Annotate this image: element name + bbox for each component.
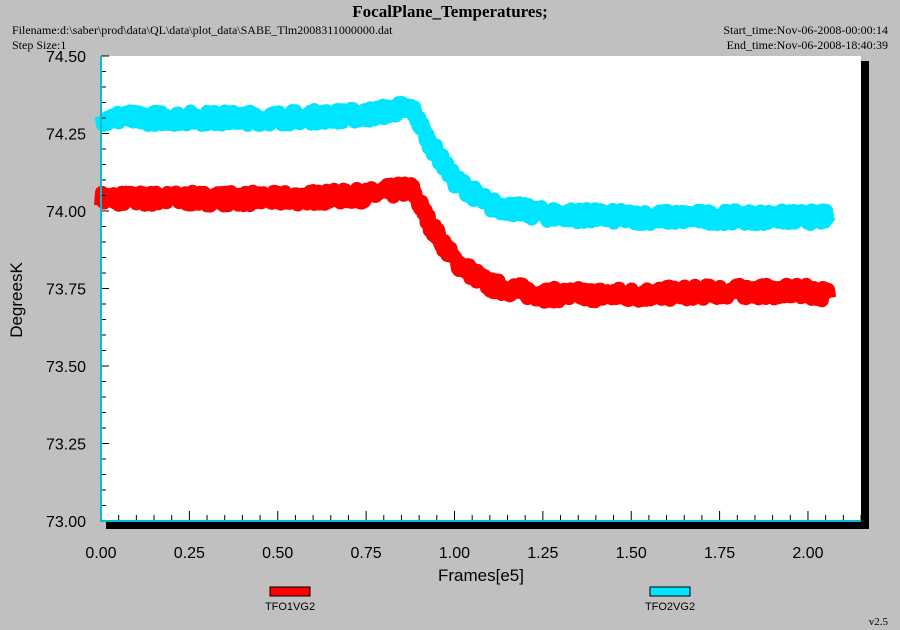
version-label: v2.5	[868, 616, 888, 628]
y-tick-label: 74.00	[46, 204, 86, 221]
x-tick-label: 2.00	[792, 545, 823, 562]
start-time-label: Start_time:Nov-06-2008-00:00:14	[723, 23, 888, 37]
series-line-tfo2vg2	[94, 96, 836, 232]
chart-title: FocalPlane_Temperatures;	[352, 2, 548, 21]
y-tick-label: 73.75	[46, 282, 86, 299]
x-axis-label: Frames[e5]	[438, 566, 524, 585]
y-axis-label: DegreesK	[7, 262, 26, 338]
x-tick-label: 1.25	[527, 545, 558, 562]
y-tick-label: 73.25	[46, 437, 86, 454]
x-tick-label: 0.75	[351, 545, 382, 562]
end-time-label: End_time:Nov-06-2008-18:40:39	[726, 38, 888, 52]
series-line-tfo1vg2	[94, 176, 837, 309]
y-tick-label: 73.50	[46, 359, 86, 376]
x-tick-label: 0.50	[262, 545, 293, 562]
legend-item-tfo2vg2: TFO2VG2	[645, 586, 695, 613]
legend-item-tfo1vg2: TFO1VG2	[265, 586, 315, 613]
legend-swatch	[649, 586, 691, 597]
legend-swatch	[269, 586, 311, 597]
filename-label: Filename:d:\saber\prod\data\QL\data\plot…	[12, 23, 393, 37]
x-tick-label: 0.25	[174, 545, 205, 562]
legend-label: TFO1VG2	[265, 601, 315, 613]
step-size-label: Step Size:1	[12, 38, 67, 52]
y-tick-label: 74.25	[46, 127, 86, 144]
legend-label: TFO2VG2	[645, 601, 695, 613]
x-tick-label: 1.75	[704, 545, 735, 562]
x-tick-label: 1.00	[439, 545, 470, 562]
y-tick-label: 74.50	[46, 49, 86, 66]
x-tick-label: 1.50	[616, 545, 647, 562]
y-tick-label: 73.00	[46, 514, 86, 531]
x-tick-label: 0.00	[85, 545, 116, 562]
